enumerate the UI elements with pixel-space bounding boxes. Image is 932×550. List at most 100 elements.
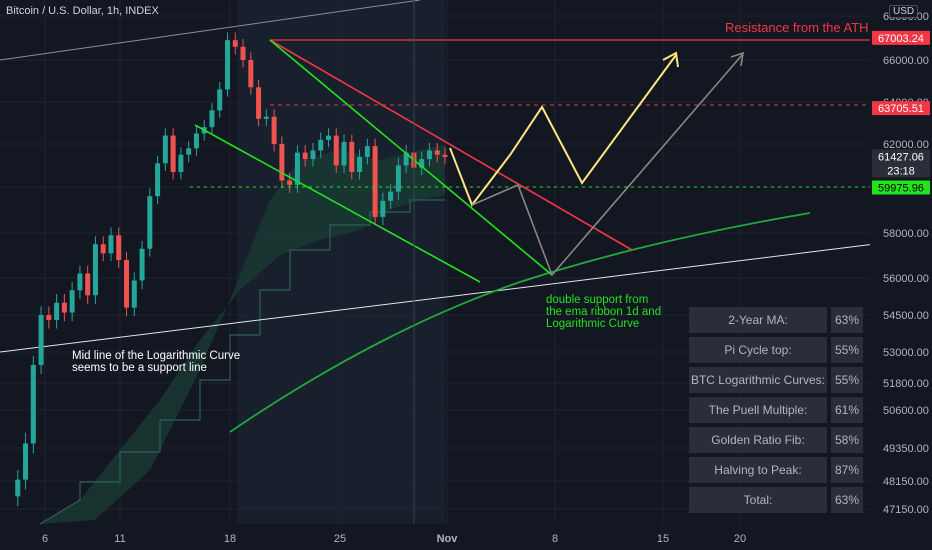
candle-body [139,248,145,281]
candle-body [108,235,114,254]
candle-body [364,146,370,157]
candle-body [395,165,401,192]
candle-body [349,141,355,172]
y-tick-label: 56000.00 [883,273,929,285]
y-tick-label: 54500.00 [883,310,929,322]
y-tick-label: 58000.00 [883,228,929,240]
candle-body [186,148,192,155]
stats-label: Halving to Peak: [689,457,827,483]
candle-body [193,133,199,149]
log-mid-line [0,236,932,353]
stats-value: 87% [831,457,863,483]
y-tick-label: 50600.00 [883,405,929,417]
candle-body [434,150,440,155]
y-tick-label: 66000.00 [883,55,929,67]
candle-series [15,32,448,507]
log-support-curve [229,212,811,433]
candle-body [294,152,300,185]
stats-row: BTC Logarithmic Curves: 55% [689,367,865,397]
x-tick-label: 20 [734,533,746,545]
double-support-annotation: double support from the ema ribbon 1d an… [546,294,662,330]
candle-body [256,87,262,119]
price-tags: 67003.24 63705.51 61427.06 23:18 59975.96 [872,30,930,195]
candle-body [442,154,448,157]
ema-stair-line [39,199,445,525]
ema-ribbon-area [40,145,445,524]
y-tick-label: 53000.00 [883,347,929,359]
price-tag-bg [872,149,930,164]
candle-body [147,196,153,249]
price-tag-label: 23:18 [887,165,915,177]
price-tag-bg [872,30,930,45]
candle-body [77,273,83,291]
candle-body [310,150,316,160]
y-tick-label: 62000.00 [883,139,929,151]
candle-body [287,180,293,185]
currency-badge[interactable]: USD [889,5,919,18]
candle-body [279,144,285,181]
stats-value: 63% [831,307,863,333]
projection-gray [471,54,743,277]
y-tick-label: 48150.00 [883,476,929,488]
stats-value: 55% [831,337,863,363]
x-tick-label: Nov [437,533,459,545]
candle-body [232,40,238,47]
candle-body [54,302,60,320]
price-tag-label: 67003.24 [878,33,924,45]
x-tick-label: 15 [657,533,669,545]
y-tick-label: 49350.00 [883,443,929,455]
stats-value: 61% [831,397,863,423]
y-axis: 68000.0066000.0064000.0062000.0060000.00… [870,0,932,550]
candle-body [357,156,363,172]
candle-body [61,302,67,313]
candle-body [426,150,432,160]
stats-table: 2-Year MA: 63% Pi Cycle top: 55% BTC Logarit… [689,307,865,517]
candle-body [419,159,425,168]
stats-row: 2-Year MA: 63% [689,307,865,337]
stats-value: 55% [831,367,863,393]
price-tag-label: 61427.06 [878,151,924,163]
candle-body [248,60,254,88]
candle-body [46,315,52,320]
candle-body [302,152,308,160]
candle-body [23,443,29,480]
price-tag: 61427.06 [872,149,930,164]
candle-body [325,135,331,140]
stats-label: 2-Year MA: [689,307,827,333]
candle-body [15,479,21,497]
x-tick-label: 18 [224,533,236,545]
candle-body [403,152,409,166]
price-tag-label: 63705.51 [878,103,924,115]
x-axis-bg [0,528,870,550]
wedge-green-lower [194,124,481,283]
wedge-red-line [269,39,633,251]
price-tag: 63705.51 [872,101,930,116]
price-tag: 67003.24 [872,30,930,45]
candle-body [380,200,386,217]
stats-label: Total: [689,487,827,513]
mid-line-annotation: Mid line of the Logarithmic Curve seems … [72,350,241,374]
candle-body [341,141,347,166]
candle-body [388,191,394,201]
stats-label: BTC Logarithmic Curves: [689,367,827,393]
stats-row: Golden Ratio Fib: 58% [689,427,865,457]
symbol-title: Bitcoin / U.S. Dollar, 1h, INDEX [6,5,159,17]
stats-row: Total: 63% [689,487,865,517]
price-tag: 59975.96 [872,180,930,195]
projection-yellow [449,54,677,208]
x-tick-label: 11 [114,533,125,545]
stats-label: The Puell Multiple: [689,397,827,423]
y-tick-label: 47150.00 [883,504,929,516]
y-tick-label: 51800.00 [883,378,929,390]
candle-body [170,135,176,172]
candle-body [217,89,223,111]
candle-body [209,110,215,128]
stats-row: Halving to Peak: 87% [689,457,865,487]
candle-body [124,260,130,308]
candle-body [85,273,91,296]
candle-body [271,116,277,144]
candle-body [100,244,106,254]
candle-body [372,146,378,217]
price-tag-bg [872,163,930,178]
